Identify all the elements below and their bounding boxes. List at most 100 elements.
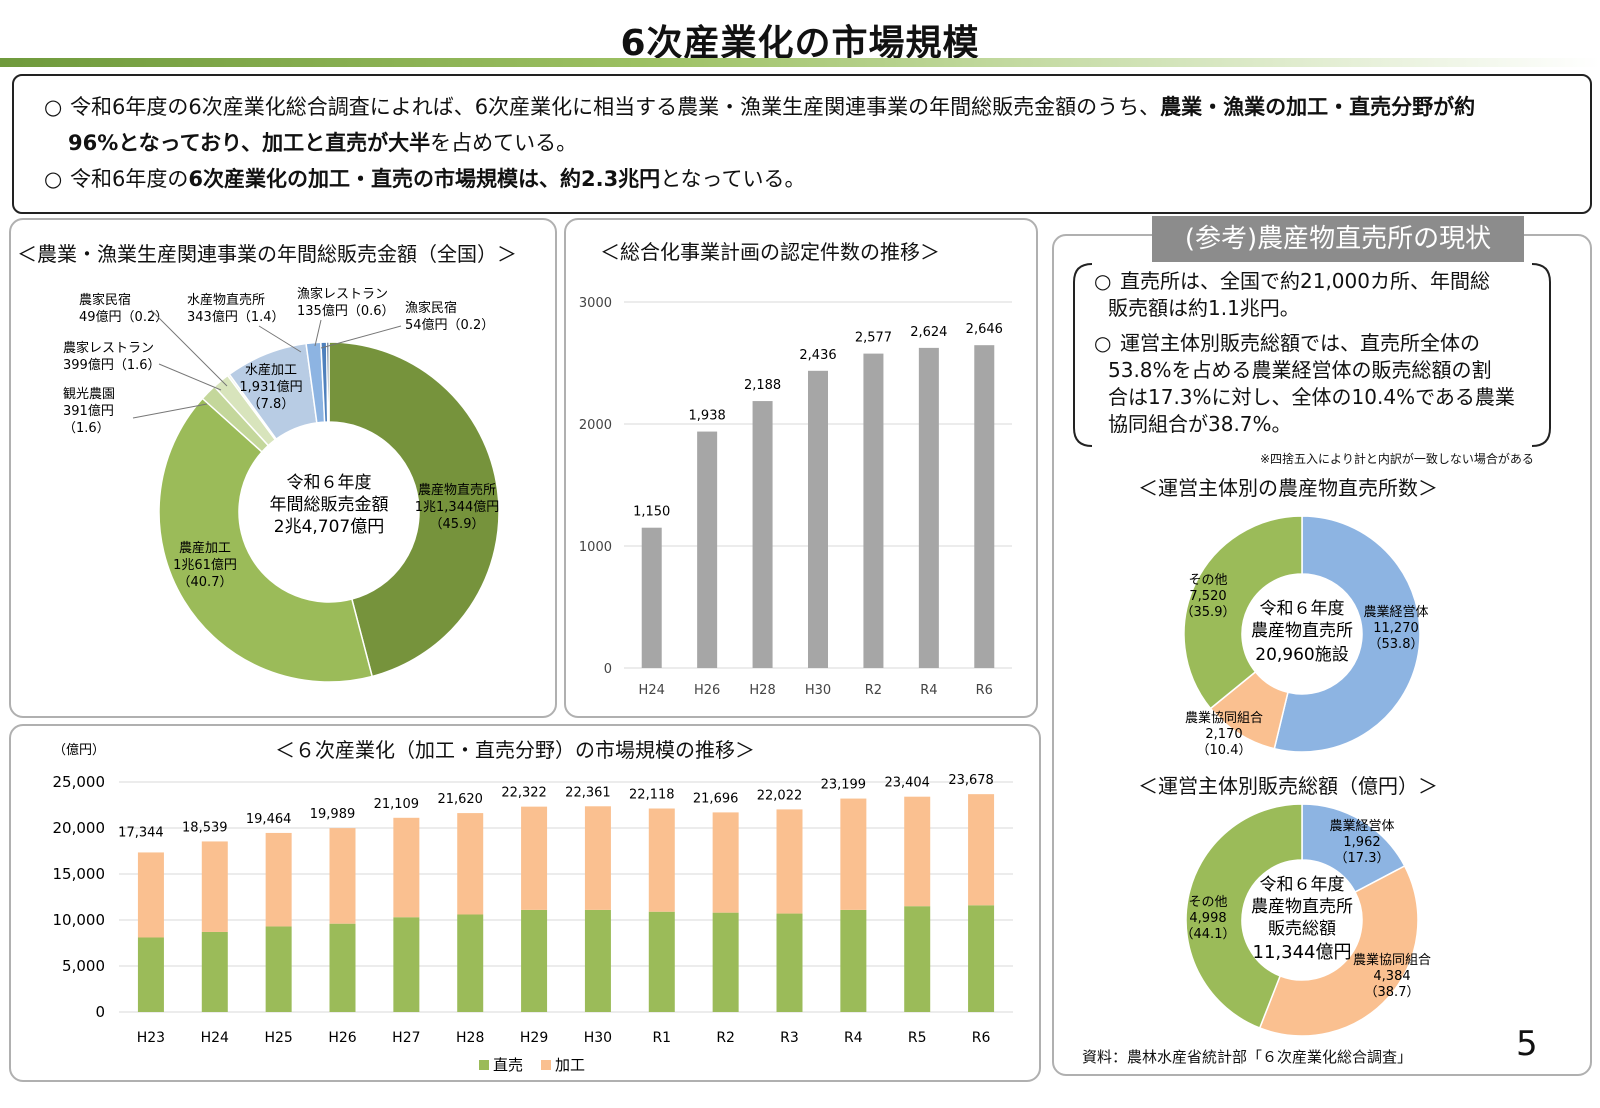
bar2-bar-direct-12: [904, 906, 931, 1012]
bar2-bar-process-4: [393, 817, 420, 918]
ref-para-1: ○ 直売所は、全国で約21,000カ所、年間総 販売額は約1.1兆円。: [1094, 269, 1490, 320]
bar2-bar-direct-6: [521, 909, 548, 1012]
pie-leader-8: [320, 325, 402, 349]
donut1-label-2-1: 7,520: [1189, 589, 1226, 604]
bar2-bar-process-0: [137, 852, 164, 938]
ref-para-2: ○ 運営主体別販売総額では、直売所全体の 53.8%を占める農業経営体の販売総額の…: [1094, 331, 1515, 436]
bar2-panel-title: ＜６次産業化（加工・直売分野）の市場規模の推移＞: [275, 738, 755, 762]
bar1-ytick-2: 2000: [579, 418, 612, 433]
pie-label-8-0: 漁家民宿: [405, 300, 457, 316]
bar2-bar-process-1: [201, 841, 228, 932]
bar2-total-label-7: 22,361: [565, 785, 611, 800]
pie-slice-1: [158, 397, 374, 683]
bar1-bar-4: [863, 353, 884, 668]
bar2-ytick-0: 0: [95, 1003, 105, 1021]
donut2-label-2-0: その他: [1188, 895, 1227, 910]
pie-label-2-0: 観光農園: [63, 387, 115, 402]
pie-leader-3: [158, 363, 222, 391]
pie-center-line-1: 令和６年度: [287, 473, 372, 493]
bar1-ytick-3: 3000: [579, 296, 612, 311]
donut2-label-2-1: 4,998: [1189, 911, 1226, 926]
pie-slice-0: [328, 341, 500, 678]
bar1-xtick-6: R6: [976, 683, 993, 698]
donut1-label-1-1: 2,170: [1205, 727, 1242, 742]
bar1-value-label-3: 2,436: [799, 348, 836, 363]
bar2-total-label-11: 23,199: [821, 778, 867, 793]
bar2-bar-direct-10: [776, 913, 803, 1012]
bar2-bar-process-12: [904, 796, 931, 907]
pie-center-line-3: 2兆4,707億円: [274, 517, 384, 537]
bar2-total-label-4: 21,109: [374, 797, 420, 812]
pie-label-7-1: 135億円（0.6）: [297, 303, 395, 319]
bullet-circle: ○: [44, 95, 63, 119]
bar2-ytick-2: 10,000: [53, 911, 106, 929]
bar2-ytick-4: 20,000: [53, 819, 106, 837]
bar2-total-label-3: 19,989: [310, 807, 356, 822]
bar2-bar-process-11: [840, 798, 867, 910]
donut2-label-0-0: 農業経営体: [1329, 818, 1394, 834]
bar2-bar-direct-3: [329, 923, 356, 1012]
bar1-xtick-4: R2: [865, 683, 882, 698]
summary-line-1: ○ 令和6年度の6次産業化総合調査によれば、6次産業化に相当する農業・漁業生産関連…: [44, 90, 1475, 124]
bar2-total-label-1: 18,539: [182, 820, 228, 835]
bar2-bar-process-7: [584, 806, 611, 910]
legend-process-label: 加工: [555, 1056, 585, 1074]
ref-panel: [1052, 234, 1592, 1076]
donut2-label-1-1: 4,384: [1373, 969, 1410, 984]
bar1-value-label-0: 1,150: [633, 505, 670, 520]
donut2-center-line-3: 販売総額: [1268, 919, 1336, 939]
bar2-xtick-10: R3: [780, 1030, 799, 1046]
bar1-ytick-1: 1000: [579, 540, 612, 555]
bar2-xtick-9: R2: [716, 1030, 735, 1046]
bar2-xtick-1: H24: [201, 1030, 229, 1046]
bar1-value-label-1: 1,938: [689, 409, 726, 424]
donut1-label-0-0: 農業経営体: [1363, 604, 1428, 620]
title-rule: [0, 58, 1600, 67]
donut2-label-0-2: （17.3）: [1335, 851, 1390, 866]
pie-panel-title: ＜農業・漁業生産関連事業の年間総販売金額（全国）＞: [17, 242, 517, 266]
bar2-ytick-3: 15,000: [53, 865, 106, 883]
donut2-center-line-1: 令和６年度: [1260, 875, 1345, 895]
pie-label-1-0: 農産加工: [179, 540, 231, 556]
page-number: 5: [1516, 1024, 1538, 1064]
pie-label-7-0: 漁家レストラン: [297, 286, 388, 302]
bar2-total-label-0: 17,344: [118, 825, 164, 840]
bar2-bar-process-9: [712, 812, 739, 913]
donut2-label-1-0: 農業協同組合: [1353, 952, 1431, 968]
bar2-bar-process-8: [648, 808, 675, 912]
bar1-xtick-5: R4: [920, 683, 937, 698]
bar2-bar-direct-2: [265, 926, 292, 1012]
bar2-total-label-9: 21,696: [693, 791, 739, 806]
donut1-label-0-1: 11,270: [1373, 621, 1419, 636]
bar1-value-label-6: 2,646: [966, 322, 1003, 337]
bar2-xtick-11: R4: [844, 1030, 863, 1046]
source-note: 資料：農林水産省統計部「６次産業化総合調査」: [1082, 1048, 1413, 1066]
donut1-center-line-1: 令和６年度: [1260, 599, 1345, 619]
pie-center-line-2: 年間総販売金額: [270, 495, 389, 515]
bar2-bar-process-3: [329, 828, 356, 924]
pie-label-4-1: 49億円（0.2）: [79, 309, 168, 325]
donut2-label-0-1: 1,962: [1343, 835, 1380, 850]
bar2-bar-process-6: [521, 806, 548, 910]
legend-direct-swatch: [479, 1060, 489, 1070]
legend-direct-label: 直売: [493, 1056, 523, 1074]
bar1-value-label-4: 2,577: [855, 331, 892, 346]
bar2-bar-direct-7: [584, 909, 611, 1012]
bar2-xtick-13: R6: [972, 1030, 991, 1046]
bar2-bar-direct-1: [201, 931, 228, 1012]
bar2-bar-process-10: [776, 809, 803, 914]
bar2-xtick-0: H23: [137, 1030, 165, 1046]
bar2-bar-direct-0: [137, 937, 164, 1012]
donut1-label-2-2: （35.9）: [1181, 605, 1236, 620]
donut2-label-1-2: （38.7）: [1365, 985, 1420, 1000]
pie-leader-2: [132, 403, 208, 419]
donut2-center-line-2: 農産物直売所: [1251, 897, 1353, 917]
donut1-label-0-2: （53.8）: [1369, 637, 1424, 652]
donut1-slice-0: [1273, 515, 1421, 753]
bar2-xtick-8: R1: [652, 1030, 671, 1046]
bar2-ytick-1: 5,000: [62, 957, 105, 975]
bar2-bar-direct-4: [393, 917, 420, 1012]
pie-label-0-0: 農産物直売所: [418, 482, 496, 498]
ref-bracket: [1073, 263, 1551, 447]
